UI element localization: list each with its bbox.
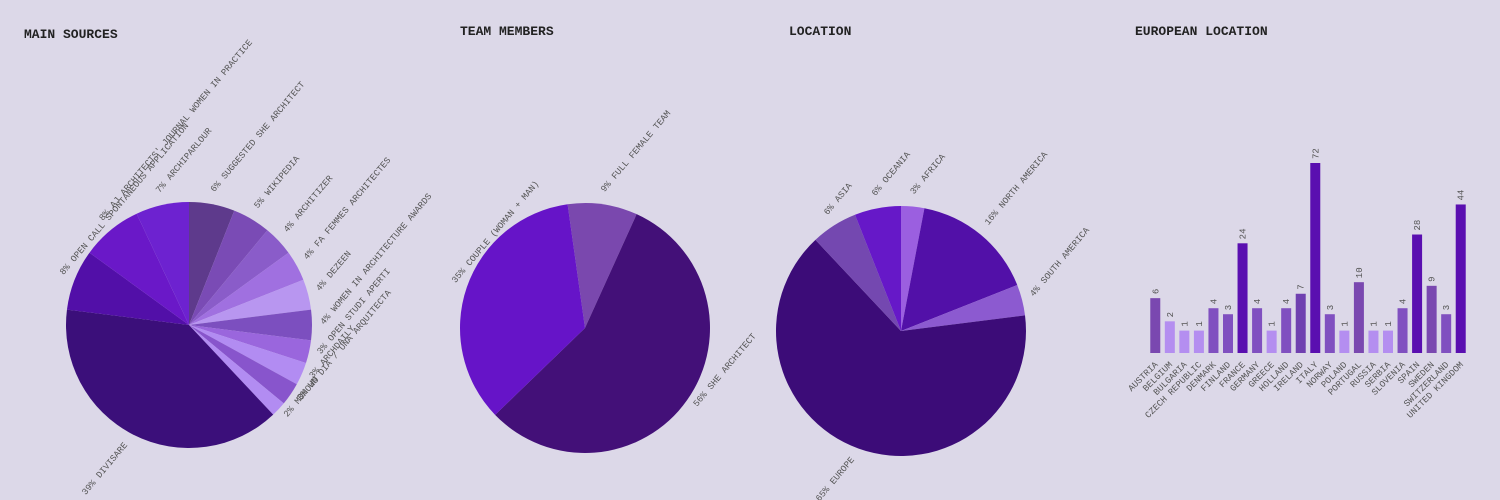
bar (1383, 330, 1393, 353)
pie-slice (189, 325, 297, 404)
value-label: 4 (1282, 299, 1292, 304)
bar (1237, 243, 1248, 353)
pie-slice (189, 210, 268, 325)
pie-slice (901, 284, 1026, 331)
pie-slice (189, 279, 312, 325)
bar (1412, 234, 1423, 353)
value-label: 9 (1428, 276, 1438, 281)
pie-slice (854, 206, 901, 331)
pie-slice (901, 206, 925, 331)
value-label: 2 (1166, 312, 1176, 317)
value-label: 6 (1151, 289, 1161, 294)
bar (1441, 314, 1452, 353)
pie-slice (136, 202, 189, 325)
pie-slice (189, 230, 289, 325)
value-label: 7 (1297, 284, 1307, 289)
bar (1193, 330, 1204, 353)
value-label: 3 (1224, 305, 1234, 310)
value-label: 44 (1457, 190, 1467, 201)
bar (1397, 308, 1408, 353)
pie-slice (189, 252, 304, 325)
value-label: 4 (1209, 299, 1219, 304)
pie-slice (567, 202, 637, 328)
value-label: 4 (1399, 299, 1409, 304)
pie-slice (66, 252, 189, 325)
pie-slice (189, 325, 284, 415)
value-label: 3 (1442, 305, 1452, 310)
bar (1295, 293, 1306, 353)
chart-title: LOCATION (789, 24, 851, 39)
pie-slice (189, 325, 312, 364)
value-label: 4 (1253, 299, 1263, 304)
value-label: 1 (1180, 321, 1190, 326)
value-label: 72 (1311, 148, 1321, 159)
value-label: 10 (1355, 267, 1365, 278)
bar (1310, 163, 1321, 353)
bar (1150, 298, 1161, 353)
value-label: 1 (1369, 321, 1379, 326)
value-label: 1 (1384, 321, 1394, 326)
pie-slice (815, 214, 901, 331)
value-label: 3 (1326, 305, 1336, 310)
pie-slice (776, 239, 1026, 457)
bar (1426, 285, 1437, 353)
value-label: 1 (1340, 321, 1350, 326)
bar (1353, 282, 1364, 353)
chart-title: EUROPEAN LOCATION (1135, 24, 1268, 39)
pie-slice (189, 325, 306, 385)
value-label: 28 (1413, 220, 1423, 231)
bar (1281, 308, 1292, 353)
pie-slice (189, 309, 312, 341)
bar (1164, 321, 1175, 353)
bar (1455, 204, 1466, 353)
bar (1179, 330, 1190, 353)
bar (1324, 314, 1335, 353)
bar (1266, 330, 1277, 353)
bar (1368, 330, 1379, 353)
pie-slice (495, 214, 710, 453)
pie-slice (66, 309, 274, 448)
pie-slice (901, 208, 1018, 331)
value-label: 1 (1268, 321, 1278, 326)
chart-title: MAIN SOURCES (24, 27, 118, 42)
bar (1208, 308, 1219, 353)
bar (1252, 308, 1263, 353)
pie-slice (189, 202, 235, 325)
pie-slice (460, 204, 585, 415)
value-label: 1 (1195, 321, 1205, 326)
pie-slice (89, 213, 189, 325)
bar (1223, 314, 1233, 353)
chart-title: TEAM MEMBERS (460, 24, 554, 39)
bar (1339, 330, 1350, 353)
value-label: 24 (1239, 228, 1249, 239)
